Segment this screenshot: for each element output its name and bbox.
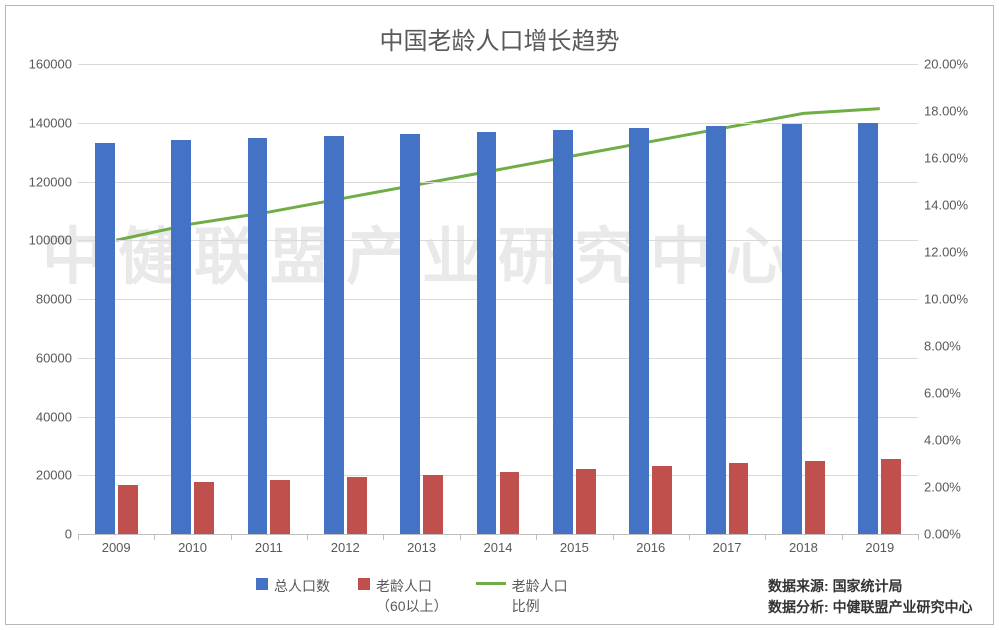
y-right-tick: 12.00% bbox=[924, 245, 968, 260]
bar-elderly bbox=[652, 466, 672, 534]
bar-total bbox=[324, 136, 344, 534]
chart-title: 中国老龄人口增长趋势 bbox=[6, 21, 993, 56]
bar-total bbox=[553, 130, 573, 534]
legend-item-elderly: 老龄人口（60以上） bbox=[358, 576, 448, 616]
credits-source: 数据来源: 国家统计局 bbox=[768, 576, 973, 597]
y-left-tick: 60000 bbox=[36, 350, 72, 365]
bar-total bbox=[629, 128, 649, 534]
y-left-tick: 140000 bbox=[29, 115, 72, 130]
credits-analysis: 数据分析: 中健联盟产业研究中心 bbox=[768, 597, 973, 618]
bar-total bbox=[171, 140, 191, 534]
bar-elderly bbox=[576, 469, 596, 534]
x-tick: 2016 bbox=[636, 540, 665, 555]
bar-total bbox=[858, 123, 878, 534]
y-right-tick: 4.00% bbox=[924, 433, 961, 448]
plot-area: 0200004000060000800001000001200001400001… bbox=[78, 64, 918, 535]
chart-container: 中国老龄人口增长趋势 中健联盟产业研究中心 020000400006000080… bbox=[5, 5, 994, 625]
x-tick: 2017 bbox=[713, 540, 742, 555]
x-tick: 2018 bbox=[789, 540, 818, 555]
bar-total bbox=[706, 126, 726, 534]
x-tick: 2009 bbox=[102, 540, 131, 555]
legend-item-total: 总人口数 bbox=[256, 576, 330, 596]
x-tick: 2012 bbox=[331, 540, 360, 555]
bar-total bbox=[95, 143, 115, 534]
bar-elderly bbox=[347, 477, 367, 534]
bar-elderly bbox=[729, 463, 749, 534]
bar-total bbox=[477, 132, 497, 534]
legend-swatch-icon bbox=[256, 578, 268, 590]
x-tick: 2011 bbox=[255, 540, 283, 555]
y-left-tick: 100000 bbox=[29, 233, 72, 248]
bar-total bbox=[782, 124, 802, 534]
bar-elderly bbox=[423, 475, 443, 534]
y-right-tick: 8.00% bbox=[924, 339, 961, 354]
y-right-tick: 10.00% bbox=[924, 292, 968, 307]
y-right-tick: 14.00% bbox=[924, 198, 968, 213]
bar-total bbox=[400, 134, 420, 534]
y-right-tick: 2.00% bbox=[924, 480, 961, 495]
y-right-tick: 16.00% bbox=[924, 151, 968, 166]
legend-label: 老龄人口（60以上） bbox=[376, 576, 448, 616]
x-tick: 2015 bbox=[560, 540, 589, 555]
y-left-tick: 40000 bbox=[36, 409, 72, 424]
y-left-tick: 160000 bbox=[29, 57, 72, 72]
y-left-tick: 80000 bbox=[36, 292, 72, 307]
y-right-tick: 6.00% bbox=[924, 386, 961, 401]
x-tick: 2019 bbox=[865, 540, 894, 555]
y-left-tick: 20000 bbox=[36, 468, 72, 483]
bar-elderly bbox=[194, 482, 214, 534]
legend-swatch-icon bbox=[358, 578, 370, 590]
bar-elderly bbox=[881, 459, 901, 534]
y-right-tick: 20.00% bbox=[924, 57, 968, 72]
y-left-tick: 0 bbox=[65, 527, 72, 542]
bar-elderly bbox=[118, 485, 138, 534]
y-left-tick: 120000 bbox=[29, 174, 72, 189]
legend-line-icon bbox=[476, 582, 506, 585]
credits: 数据来源: 国家统计局 数据分析: 中健联盟产业研究中心 bbox=[768, 576, 973, 618]
bar-total bbox=[248, 138, 268, 534]
legend-label: 老龄人口比例 bbox=[512, 576, 568, 616]
legend-item-ratio: 老龄人口比例 bbox=[476, 576, 568, 616]
bar-elderly bbox=[805, 461, 825, 534]
legend-label: 总人口数 bbox=[274, 576, 330, 596]
legend: 总人口数 老龄人口（60以上） 老龄人口比例 bbox=[256, 576, 568, 616]
y-right-tick: 0.00% bbox=[924, 527, 961, 542]
bar-elderly bbox=[270, 480, 290, 534]
x-tick: 2010 bbox=[178, 540, 207, 555]
y-right-tick: 18.00% bbox=[924, 104, 968, 119]
bar-elderly bbox=[500, 472, 520, 534]
x-tick: 2013 bbox=[407, 540, 436, 555]
x-tick: 2014 bbox=[484, 540, 513, 555]
